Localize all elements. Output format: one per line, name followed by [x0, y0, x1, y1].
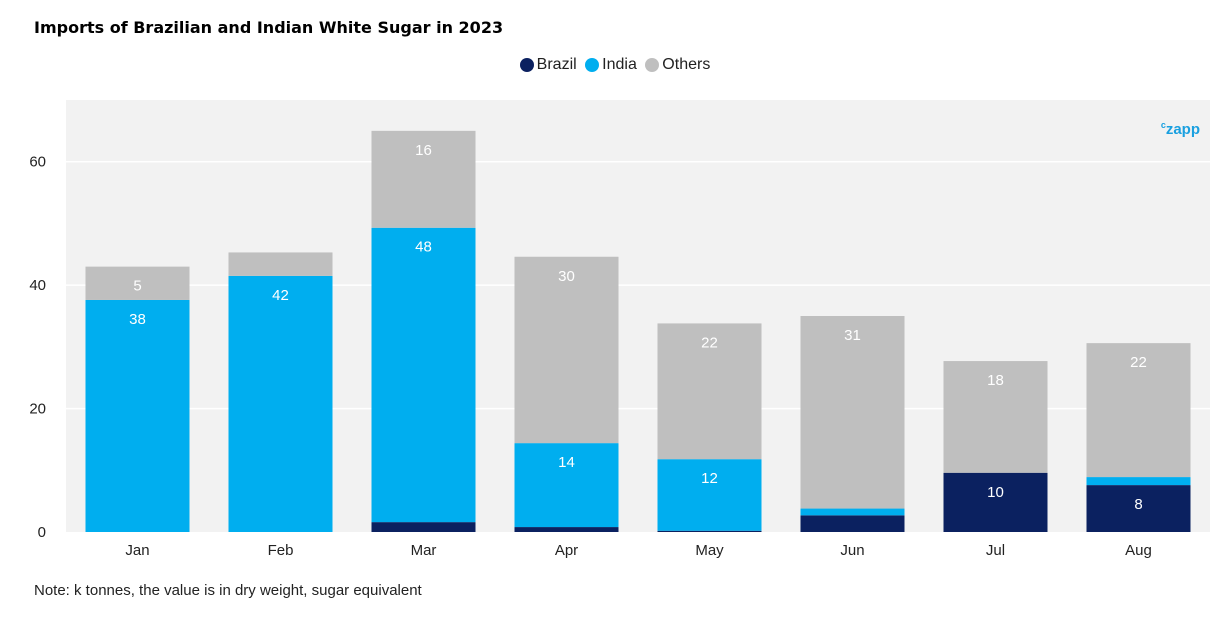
x-tick-label: Feb: [268, 542, 294, 559]
data-label: 14: [558, 454, 575, 471]
legend-swatch-india: [585, 58, 600, 72]
bar-brazil: [800, 515, 905, 532]
legend-swatch-others: [645, 58, 660, 72]
data-label: 22: [1130, 354, 1147, 371]
bar-brazil: [514, 527, 619, 532]
legend-item-others: Others: [645, 56, 710, 74]
bar-others: [1086, 343, 1191, 478]
x-tick-label: Jul: [986, 542, 1005, 559]
data-label: 10: [987, 484, 1004, 501]
data-label: 30: [558, 268, 575, 285]
bar-india: [800, 508, 905, 516]
y-tick-label: 20: [29, 401, 46, 418]
bar-india: [657, 459, 762, 531]
bar-india: [85, 299, 190, 532]
chart-legend: Brazil India Others: [0, 56, 1230, 77]
bar-others: [85, 266, 190, 300]
y-tick-label: 60: [29, 154, 46, 171]
bar-brazil: [1086, 485, 1191, 532]
data-label: 31: [844, 327, 861, 344]
data-label: 18: [987, 372, 1004, 389]
data-label: 8: [1134, 496, 1142, 513]
y-tick-label: 40: [29, 277, 46, 294]
bar-others: [371, 130, 476, 228]
chart-title: Imports of Brazilian and Indian White Su…: [34, 18, 504, 37]
legend-label-brazil: Brazil: [536, 56, 577, 73]
data-label: 48: [415, 239, 432, 256]
brand-logo: czapp: [1160, 120, 1200, 138]
x-tick-label: May: [695, 542, 724, 559]
legend-swatch-brazil: [519, 58, 534, 72]
bar-brazil: [943, 472, 1048, 532]
bar-india: [371, 227, 476, 523]
x-tick-label: Mar: [411, 542, 437, 559]
legend-label-india: India: [602, 56, 637, 73]
data-label: 42: [272, 287, 289, 304]
bar-brazil: [371, 522, 476, 532]
x-tick-label: Aug: [1125, 542, 1152, 559]
bar-india: [1086, 477, 1191, 486]
y-tick-label: 0: [38, 524, 46, 541]
x-tick-label: Jan: [125, 542, 149, 559]
data-label: 22: [701, 334, 718, 351]
data-label: 5: [133, 278, 141, 295]
bar-india: [228, 275, 333, 532]
bar-others: [228, 252, 333, 276]
data-label: 38: [129, 311, 146, 328]
legend-item-brazil: Brazil: [519, 56, 577, 74]
x-tick-label: Jun: [840, 542, 864, 559]
bar-others: [943, 361, 1048, 473]
data-label: 12: [701, 470, 718, 487]
bar-others: [800, 316, 905, 509]
legend-label-others: Others: [662, 56, 711, 73]
x-tick-label: Apr: [555, 542, 578, 559]
bar-others: [514, 256, 619, 444]
data-label: 16: [415, 142, 432, 159]
bar-india: [514, 443, 619, 528]
legend-item-india: India: [585, 56, 637, 74]
chart-note: Note: k tonnes, the value is in dry weig…: [34, 582, 422, 599]
bar-brazil: [657, 530, 762, 532]
bar-others: [657, 323, 762, 460]
